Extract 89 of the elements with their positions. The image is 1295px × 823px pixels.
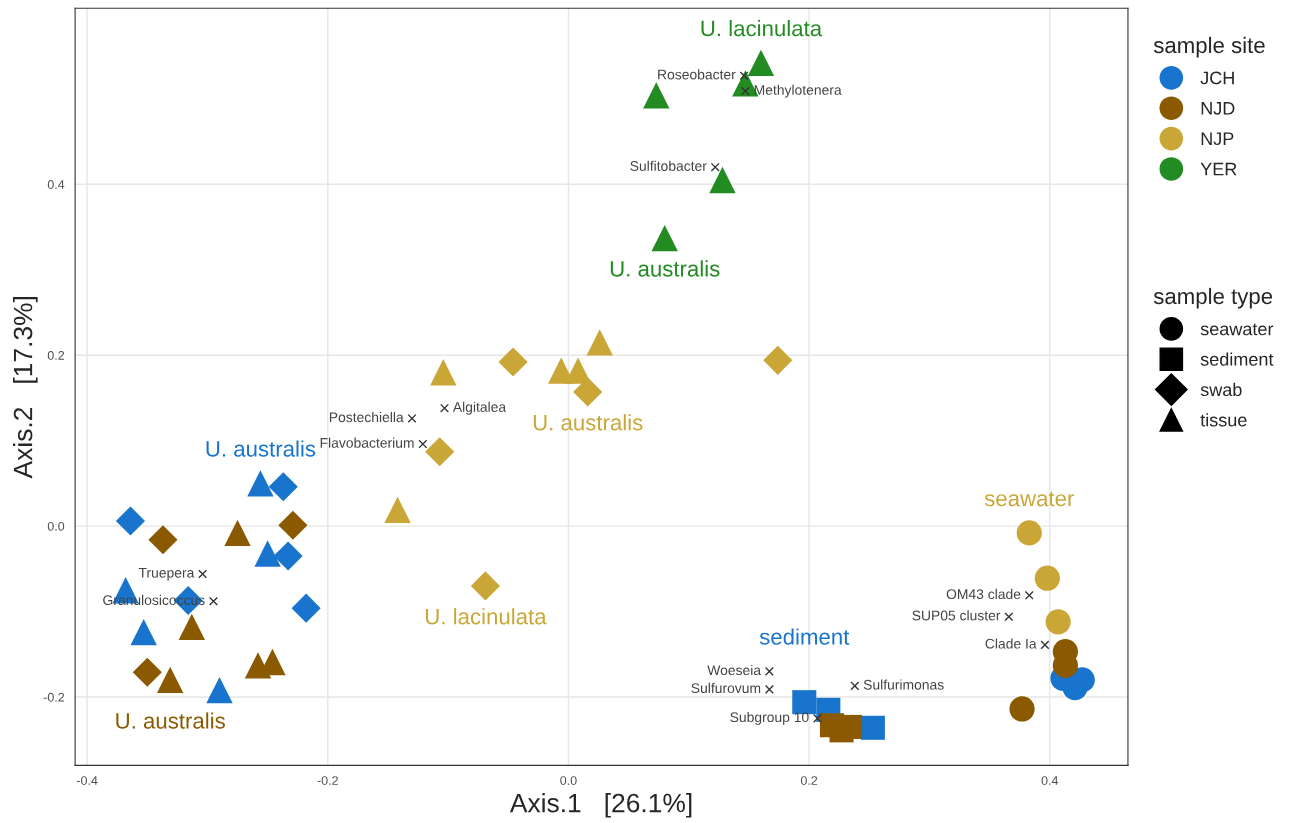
point (156, 666, 184, 694)
annotation: seawater (984, 491, 1074, 507)
annotation: U. australis (610, 260, 720, 277)
point (1009, 696, 1035, 722)
point (206, 677, 233, 704)
point (763, 345, 793, 375)
y-axis-title: Axis.2 [17.3%] (13, 297, 38, 479)
y-tick-label: -0.2 (43, 692, 65, 702)
point (1004, 612, 1014, 622)
point (1040, 640, 1050, 650)
point (407, 413, 417, 423)
point (643, 82, 670, 109)
legend-label: NJD (1201, 102, 1235, 115)
point (115, 506, 146, 536)
text: seawater (1200, 323, 1274, 336)
point (178, 613, 205, 641)
x-tick-label: 0.4 (1041, 776, 1059, 785)
annotation: Roseobacter (658, 69, 736, 80)
point (254, 540, 281, 567)
annotation: sediment (759, 628, 850, 645)
point (709, 166, 736, 194)
point (710, 162, 720, 172)
point (273, 541, 303, 571)
point (198, 569, 208, 579)
text: sediment (1200, 352, 1274, 366)
point (384, 496, 411, 524)
point (224, 519, 251, 547)
annotation: Algitalea (452, 401, 507, 415)
point (148, 525, 178, 555)
point (850, 681, 860, 691)
annotation: OM43 clade (946, 588, 1021, 600)
x-axis-title: Axis.1 [26.1%] (509, 793, 692, 818)
legend-title: sample site (1153, 36, 1265, 58)
annotation: Clade Ia (985, 638, 1037, 649)
annotation: U. australis (116, 712, 225, 729)
point (418, 439, 428, 449)
annotation: U. lacinulata (425, 608, 547, 625)
x-tick-label: -0.4 (76, 776, 98, 785)
text: swab (1200, 382, 1242, 397)
point (1024, 590, 1034, 600)
point (747, 49, 775, 77)
point (1034, 565, 1060, 591)
annotation: Subgroup 10 (730, 711, 809, 725)
legend-label: YER (1200, 162, 1237, 176)
annotation: Sulfurimonas (863, 679, 944, 690)
point (470, 571, 500, 601)
point (651, 224, 678, 252)
point (764, 684, 774, 694)
point (430, 359, 457, 386)
annotation: U. australis (206, 440, 316, 457)
point (247, 470, 274, 497)
point (740, 86, 750, 96)
point (498, 347, 528, 377)
annotation: Truepera (138, 568, 195, 581)
text: sample type (1153, 287, 1273, 309)
point (208, 596, 218, 606)
x-tick-label: -0.2 (317, 776, 338, 785)
point (739, 71, 749, 81)
x-tick-label: 0.0 (560, 776, 577, 785)
point (1016, 520, 1042, 546)
y-tick-label: 0.0 (47, 521, 65, 531)
point (130, 618, 157, 646)
annotation: U. lacinulata (701, 19, 823, 37)
annotation: Woeseia (707, 664, 762, 676)
annotation: Sulfitobacter (630, 160, 707, 171)
point (764, 666, 774, 676)
point (564, 357, 592, 384)
legend-label: NJP (1201, 132, 1234, 146)
y-tick-label: 0.4 (47, 180, 65, 189)
annotation: Flavobacterium (320, 437, 414, 448)
point (440, 403, 450, 413)
point (132, 657, 162, 687)
point (291, 593, 321, 623)
point (573, 377, 603, 407)
point (268, 472, 298, 502)
point (425, 437, 455, 467)
point (860, 715, 885, 740)
point (586, 329, 613, 356)
point (1045, 609, 1071, 635)
x-tick-label: 0.2 (800, 776, 818, 785)
point (278, 510, 308, 540)
annotation: SUP05 cluster (912, 610, 1001, 621)
annotation: Postechiella (329, 411, 404, 423)
point (813, 713, 823, 723)
annotation: U. australis (533, 414, 643, 431)
legend-label: JCH (1200, 71, 1234, 85)
y-tick-label: 0.2 (47, 350, 65, 360)
text: tissue (1200, 413, 1247, 427)
annotation: Sulfurovum (691, 682, 761, 694)
